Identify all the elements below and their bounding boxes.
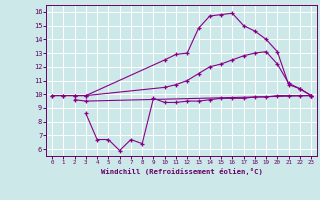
X-axis label: Windchill (Refroidissement éolien,°C): Windchill (Refroidissement éolien,°C) <box>101 168 262 175</box>
